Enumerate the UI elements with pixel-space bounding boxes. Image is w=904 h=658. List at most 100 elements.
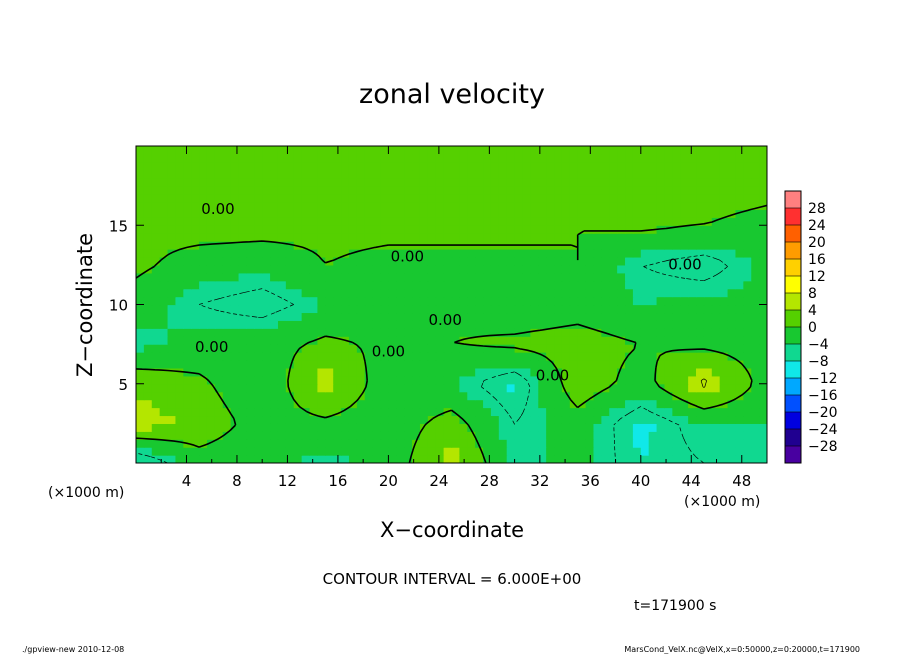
heatmap-cell — [262, 233, 271, 242]
heatmap-cell — [672, 399, 681, 409]
heatmap-cell — [656, 391, 666, 401]
heatmap-cell — [230, 399, 240, 409]
heatmap-cell — [238, 336, 248, 345]
heatmap-cell — [475, 431, 484, 440]
heatmap-cell — [688, 447, 697, 456]
heatmap-cell — [467, 161, 476, 171]
heatmap-cell — [254, 359, 263, 369]
heatmap-cell — [333, 256, 342, 266]
heatmap-cell — [159, 161, 169, 171]
heatmap-cell — [475, 153, 484, 163]
heatmap-cell — [593, 367, 602, 377]
heatmap-cell — [167, 304, 177, 314]
heatmap-cell — [743, 304, 752, 314]
heatmap-cell — [309, 288, 319, 298]
heatmap-cell — [435, 272, 445, 282]
heatmap-cell — [609, 399, 618, 409]
heatmap-cell — [293, 423, 303, 432]
heatmap-cell — [277, 304, 287, 314]
heatmap-cell — [743, 320, 752, 329]
heatmap-cell — [404, 423, 413, 432]
heatmap-cell — [483, 447, 492, 456]
heatmap-cell — [483, 249, 492, 258]
heatmap-cell — [427, 320, 437, 329]
heatmap-cell — [136, 153, 145, 163]
heatmap-cell — [396, 280, 405, 290]
heatmap-cell — [206, 249, 216, 258]
heatmap-cell — [483, 375, 492, 385]
heatmap-cell — [380, 153, 389, 163]
heatmap-cell — [404, 193, 413, 203]
heatmap-cell — [285, 233, 295, 242]
heatmap-cell — [609, 146, 618, 155]
heatmap-cell — [593, 312, 602, 321]
heatmap-cell — [183, 249, 192, 258]
heatmap-cell — [475, 201, 484, 210]
heatmap-cell — [222, 312, 232, 321]
contour-label: 0.00 — [195, 338, 228, 356]
heatmap-cell — [199, 296, 208, 306]
heatmap-cell — [735, 344, 744, 353]
heatmap-cell — [514, 352, 524, 361]
heatmap-cell — [546, 209, 555, 218]
heatmap-cell — [538, 431, 547, 440]
heatmap-cell — [554, 336, 563, 345]
heatmap-cell — [222, 423, 232, 432]
heatmap-cell — [372, 383, 382, 393]
heatmap-cell — [427, 249, 437, 258]
heatmap-cell — [625, 296, 634, 306]
heatmap-cell — [593, 272, 602, 282]
heatmap-cell — [703, 344, 713, 353]
heatmap-cell — [467, 193, 476, 203]
heatmap-cell — [483, 391, 492, 401]
heatmap-cell — [569, 201, 579, 210]
heatmap-cell — [751, 304, 760, 314]
heatmap-cell — [435, 383, 445, 393]
heatmap-cell — [664, 304, 673, 314]
heatmap-cell — [175, 431, 184, 440]
heatmap-cell — [404, 264, 413, 274]
heatmap-cell — [561, 161, 571, 171]
heatmap-cell — [696, 296, 705, 306]
heatmap-cell — [222, 431, 232, 440]
heatmap-cell — [656, 359, 666, 369]
heatmap-cell — [672, 193, 681, 203]
heatmap-cell — [435, 320, 445, 329]
heatmap-cell — [380, 161, 389, 171]
heatmap-cell — [293, 233, 303, 242]
heatmap-cell — [230, 344, 240, 353]
heatmap-cell — [341, 256, 350, 266]
heatmap-cell — [230, 201, 240, 210]
heatmap-cell — [412, 201, 421, 210]
heatmap-cell — [656, 296, 666, 306]
heatmap-cell — [498, 320, 508, 329]
heatmap-cell — [601, 217, 610, 226]
heatmap-cell — [199, 367, 208, 377]
heatmap-cell — [617, 328, 626, 337]
heatmap-cell — [238, 383, 248, 393]
heatmap-cell — [617, 383, 626, 393]
heatmap-cell — [238, 209, 248, 218]
heatmap-cell — [475, 367, 484, 377]
heatmap-cell — [380, 272, 389, 282]
heatmap-cell — [727, 209, 737, 218]
heatmap-cell — [719, 272, 729, 282]
heatmap-cell — [325, 447, 334, 456]
heatmap-cell — [333, 328, 342, 337]
heatmap-cell — [341, 217, 350, 226]
heatmap-cell — [498, 431, 508, 440]
heatmap-cell — [412, 233, 421, 242]
heatmap-cell — [617, 304, 626, 314]
heatmap-cell — [348, 296, 358, 306]
heatmap-cell — [459, 312, 468, 321]
heatmap-cell — [262, 375, 271, 385]
heatmap-cell — [183, 344, 192, 353]
heatmap-cell — [435, 201, 445, 210]
heatmap-cell — [230, 359, 240, 369]
heatmap-cell — [467, 225, 476, 234]
heatmap-cell — [143, 344, 153, 353]
heatmap-cell — [356, 193, 366, 203]
heatmap-cell — [751, 328, 760, 337]
heatmap-cell — [301, 264, 311, 274]
heatmap-cell — [412, 177, 421, 187]
